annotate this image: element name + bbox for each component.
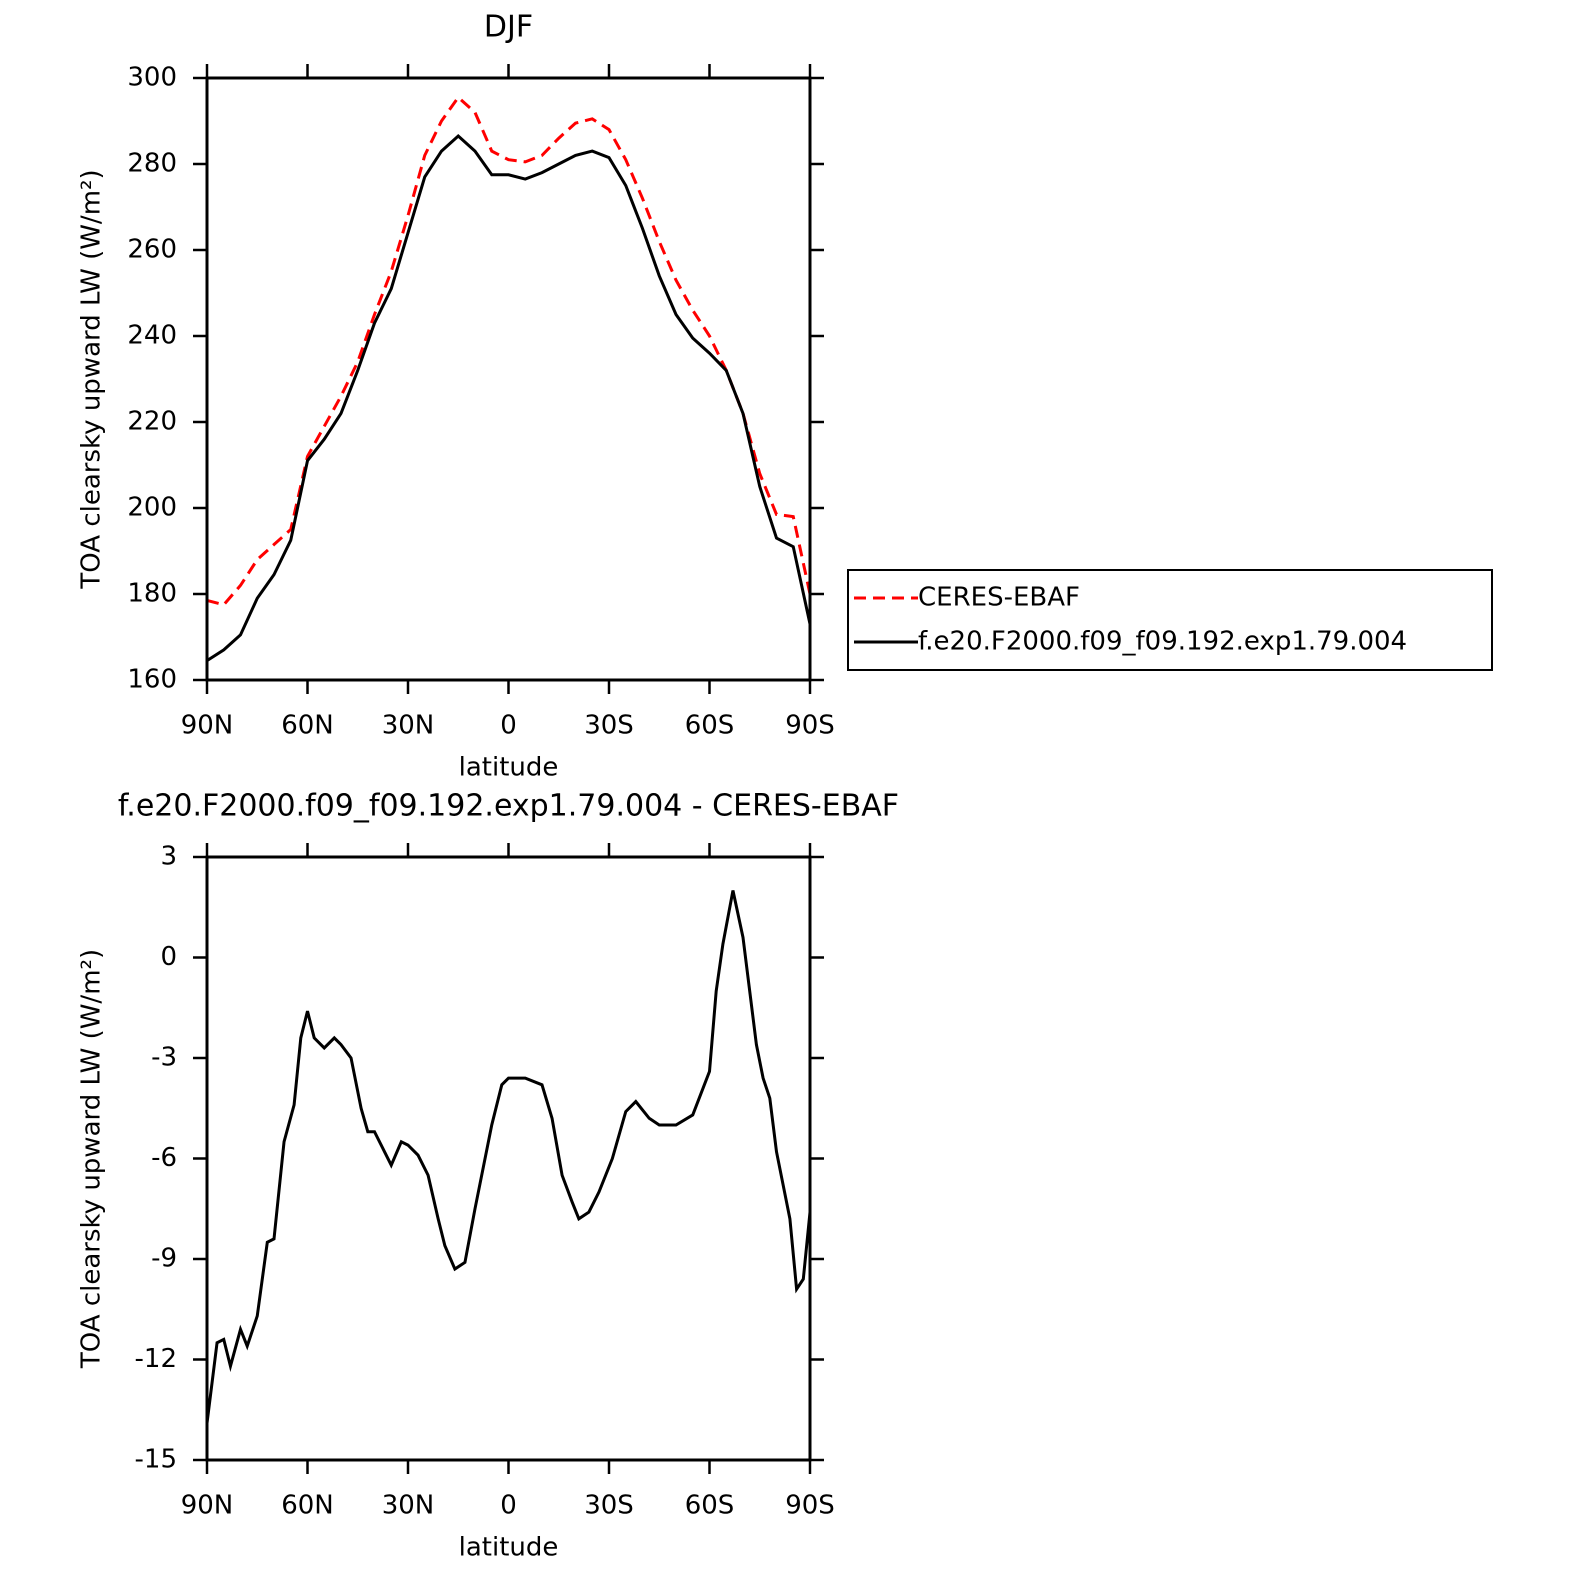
- y-tick-label: -6: [151, 1143, 177, 1173]
- legend-box: [847, 569, 1493, 671]
- y-tick-label: -3: [151, 1043, 177, 1073]
- x-tick-label: 30S: [584, 711, 634, 741]
- y-tick-label: 220: [127, 407, 177, 437]
- y-axis-title: TOA clearsky upward LW (W/m²): [77, 949, 107, 1369]
- data-line: [206, 95, 812, 607]
- x-tick-label: 30N: [382, 1491, 435, 1521]
- y-tick-label: 0: [160, 942, 177, 972]
- y-tick-label: 300: [127, 63, 177, 93]
- x-tick-label: 60S: [685, 1491, 735, 1521]
- x-tick-label: 90N: [181, 1491, 234, 1521]
- x-tick-label: 0: [500, 711, 517, 741]
- data-line: [206, 134, 812, 662]
- y-tick-label: 3: [160, 842, 177, 872]
- plot-frame: [205, 855, 812, 1462]
- legend-label: f.e20.F2000.f09_f09.192.exp1.79.004: [918, 627, 1407, 657]
- y-tick-label: 200: [127, 493, 177, 523]
- x-tick-label: 90S: [785, 711, 835, 741]
- x-tick-label: 60N: [281, 1491, 334, 1521]
- legend-label: CERES-EBAF: [918, 583, 1080, 613]
- y-tick-label: -9: [151, 1244, 177, 1274]
- x-tick-label: 60N: [281, 711, 334, 741]
- y-tick-label: 180: [127, 579, 177, 609]
- x-tick-label: 60S: [685, 711, 735, 741]
- y-axis-title: TOA clearsky upward LW (W/m²): [77, 169, 107, 589]
- x-axis-title: latitude: [459, 1533, 559, 1563]
- y-tick-label: 160: [127, 665, 177, 695]
- y-tick-label: -12: [135, 1344, 177, 1374]
- chart-title: f.e20.F2000.f09_f09.192.exp1.79.004 - CE…: [118, 789, 899, 824]
- data-line: [205, 890, 812, 1424]
- y-tick-label: 280: [127, 149, 177, 179]
- y-tick-label: 240: [127, 321, 177, 351]
- plot-frame: [205, 76, 812, 682]
- x-axis-title: latitude: [459, 753, 559, 783]
- y-tick-label: -15: [135, 1445, 177, 1475]
- x-tick-label: 30S: [584, 1491, 634, 1521]
- y-tick-label: 260: [127, 235, 177, 265]
- x-tick-label: 90N: [181, 711, 234, 741]
- x-tick-label: 90S: [785, 1491, 835, 1521]
- x-tick-label: 30N: [382, 711, 435, 741]
- x-tick-label: 0: [500, 1491, 517, 1521]
- chart-title: DJF: [484, 10, 533, 45]
